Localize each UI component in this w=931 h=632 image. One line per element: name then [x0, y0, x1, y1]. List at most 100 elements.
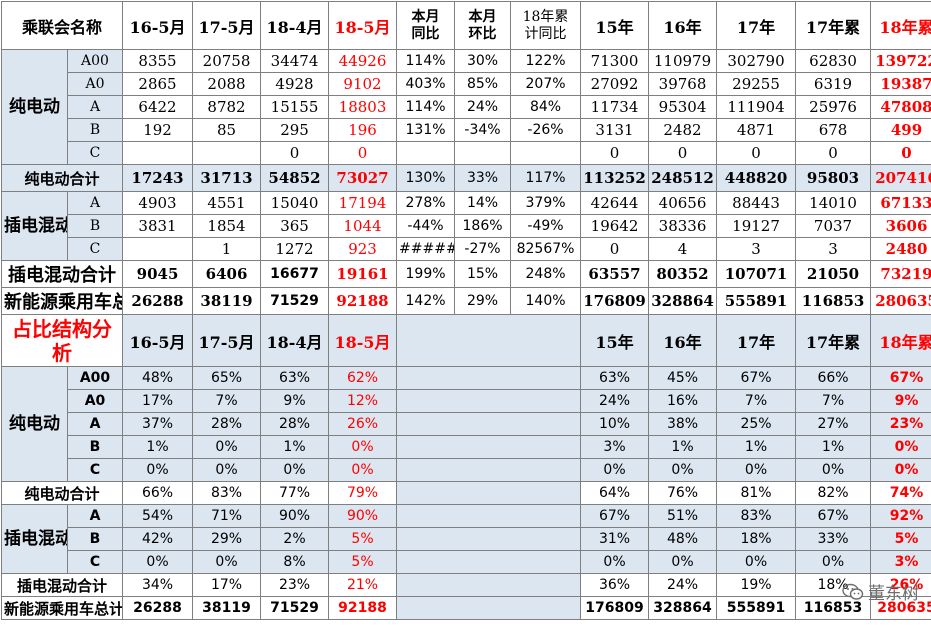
phev-total-label: 插电混动合计: [0, 573, 124, 597]
share-cell: 66%: [795, 366, 872, 390]
column-header: 15年: [580, 1, 650, 50]
bev-row: 纯电动 A00 8355 20758 34474 44926 114% 30% 122% 7130…: [1, 49, 931, 165]
value-cell: 8782: [192, 95, 262, 119]
share-header-row: 占比结构分析 16-5月 17-5月 18-4月 18-5月 15年 16年 17年 17年累 1…: [0, 314, 931, 367]
bev-total-label: 纯电动合计: [0, 164, 124, 192]
value-cell: 448820: [716, 164, 797, 192]
share-cell: 63%: [580, 366, 650, 390]
share-cell: 67%: [795, 504, 872, 528]
bev-share-row: A0 17% 7% 9% 12% 24% 16% 7% 7% 9%: [2, 389, 931, 413]
value-cell: 116853: [795, 287, 872, 315]
value-cell: 113252: [580, 164, 650, 192]
value-cell: 73219: [870, 260, 931, 288]
column-header: 16年: [648, 1, 718, 50]
value-cell: [454, 141, 512, 165]
segment-label: A: [66, 95, 124, 119]
value-cell: 39768: [648, 72, 718, 96]
share-cell: 8%: [260, 550, 330, 574]
segment-label: C: [66, 237, 124, 261]
value-cell: [122, 141, 194, 165]
value-cell: 14010: [795, 191, 872, 215]
sales-table: 乘联会名称 16-5月 17-5月 18-4月 18-5月 本月 同比 本月 环比 18年累 计同比…: [0, 1, 931, 620]
value-cell: 1: [192, 237, 262, 261]
value-cell: 0: [870, 141, 931, 165]
share-cell: 7%: [716, 389, 797, 413]
column-header: 本月 环比: [454, 1, 512, 50]
value-cell: 67133: [870, 191, 931, 215]
value-cell: 122%: [510, 49, 582, 73]
share-cell: 42%: [122, 527, 194, 551]
share-cell: 116853: [795, 596, 872, 620]
value-cell: 923: [328, 237, 398, 261]
segment-label: A0: [66, 72, 124, 96]
share-cell: 0%: [795, 550, 872, 574]
value-cell: 21050: [795, 260, 872, 288]
column-header: 18年累: [870, 1, 931, 50]
share-cell: 65%: [192, 366, 262, 390]
value-cell: 2482: [648, 118, 718, 142]
share-cell: 1%: [260, 435, 330, 459]
value-cell: 26288: [122, 287, 194, 315]
value-cell: 248%: [510, 260, 582, 288]
empty-cell: [396, 458, 582, 482]
value-cell: 114%: [396, 49, 456, 73]
value-cell: 47808: [870, 95, 931, 119]
segment-label: A: [66, 191, 124, 215]
share-cell: 0%: [122, 458, 194, 482]
value-cell: 31713: [192, 164, 262, 192]
column-header: 18-4月: [260, 1, 330, 50]
share-cell: 1%: [716, 435, 797, 459]
value-cell: 302790: [716, 49, 797, 73]
value-cell: 2088: [192, 72, 262, 96]
share-cell: 280635: [870, 596, 931, 620]
share-cell: 0%: [260, 458, 330, 482]
share-cell: 2%: [260, 527, 330, 551]
value-cell: 186%: [454, 214, 512, 238]
share-cell: 18%: [716, 527, 797, 551]
value-cell: 19642: [580, 214, 650, 238]
category-phev: 插电混动: [1, 504, 68, 574]
share-cell: 7%: [795, 389, 872, 413]
segment-label: A00: [66, 366, 124, 390]
segment-label: C: [66, 141, 124, 165]
share-cell: 28%: [260, 412, 330, 436]
segment-label: B: [66, 435, 124, 459]
value-cell: 328864: [648, 287, 718, 315]
value-cell: 19127: [716, 214, 797, 238]
value-cell: 403%: [396, 72, 456, 96]
share-cell: 33%: [795, 527, 872, 551]
value-cell: 62830: [795, 49, 872, 73]
share-cell: 23%: [870, 412, 931, 436]
share-cell: 0%: [648, 458, 718, 482]
share-cell: 26288: [122, 596, 194, 620]
value-cell: 6422: [122, 95, 194, 119]
empty-cell: [396, 504, 582, 528]
share-cell: 0%: [716, 458, 797, 482]
value-cell: 30%: [454, 49, 512, 73]
value-cell: 499: [870, 118, 931, 142]
column-header: 17-5月: [192, 1, 262, 50]
share-cell: 67%: [870, 366, 931, 390]
share-cell: 90%: [260, 504, 330, 528]
share-cell: 90%: [328, 504, 398, 528]
share-cell: 26%: [328, 412, 398, 436]
value-cell: 84%: [510, 95, 582, 119]
value-cell: 114%: [396, 95, 456, 119]
value-cell: 192: [122, 118, 194, 142]
value-cell: -44%: [396, 214, 456, 238]
column-header: 15年: [580, 314, 650, 367]
wechat-icon: [842, 583, 864, 600]
nev-total-row: 新能源乘用车总计26288381197152992188142%29%140%1…: [0, 287, 931, 315]
phev-total-label: 插电混动合计: [0, 260, 124, 288]
value-cell: 6406: [192, 260, 262, 288]
share-cell: 3%: [580, 435, 650, 459]
value-cell: 11734: [580, 95, 650, 119]
value-cell: 73027: [328, 164, 398, 192]
value-cell: #####: [396, 237, 456, 261]
watermark: 董东树: [842, 579, 919, 604]
column-header: 18年累: [870, 314, 931, 367]
value-cell: 88443: [716, 191, 797, 215]
value-cell: 111904: [716, 95, 797, 119]
column-header: 17年: [716, 1, 797, 50]
phev-total-row: 插电混动合计 9045 6406 16677 19161 199% 15% 248% 63557…: [0, 260, 931, 288]
